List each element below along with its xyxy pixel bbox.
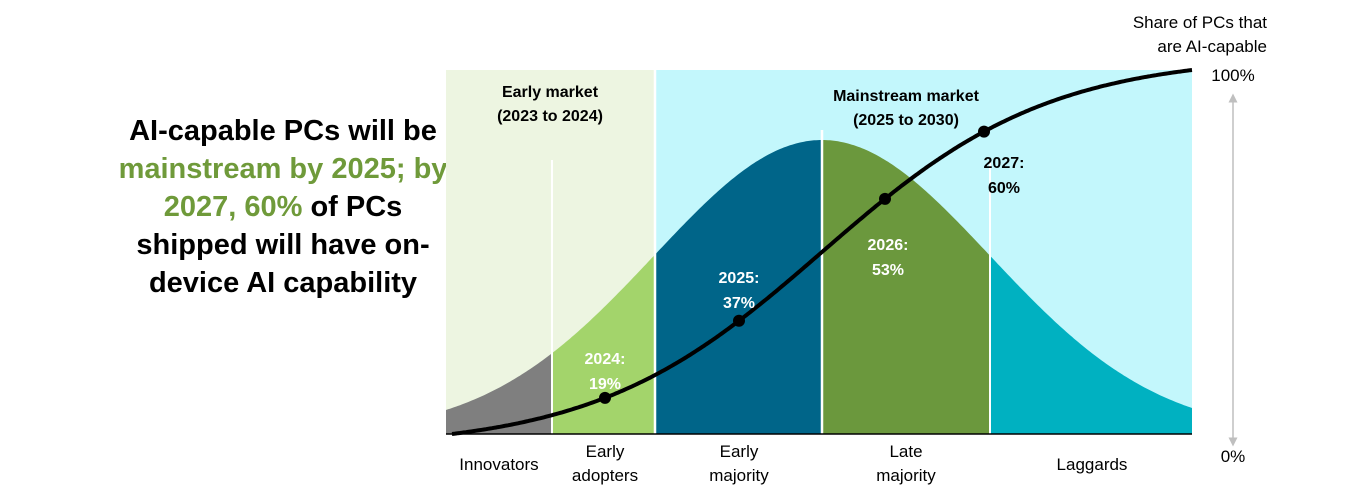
x-label-laggards: Laggards	[1057, 455, 1128, 474]
data-label-2026-year: 2026:	[868, 237, 909, 254]
y-axis-top-label: 100%	[1211, 66, 1254, 85]
data-point-2027	[978, 125, 990, 138]
data-label-2024-year: 2024:	[585, 351, 626, 368]
y-axis-bottom-label: 0%	[1221, 447, 1246, 466]
data-label-2026-value: 53%	[872, 262, 904, 279]
data-point-2025	[733, 314, 745, 327]
mainstream-market-years: (2025 to 2030)	[853, 112, 959, 129]
data-point-2026	[879, 192, 891, 205]
headline-part1: AI-capable PCs will be	[129, 115, 437, 147]
data-label-2027-year: 2027:	[984, 155, 1025, 172]
y-axis-title-line1: Share of PCs that	[1133, 13, 1267, 32]
early-market-years: (2023 to 2024)	[497, 108, 603, 125]
headline-highlight-mainstream: mainstream by 2025; by 2027,	[118, 153, 448, 223]
x-label-innovators: Innovators	[459, 455, 538, 474]
data-label-2027-value: 60%	[988, 180, 1020, 197]
x-label-late-majority-2: majority	[876, 466, 936, 485]
early-market-title: Early market	[502, 84, 599, 101]
headline: AI-capable PCs will be mainstream by 202…	[118, 112, 448, 302]
x-label-early-majority-1: Early	[720, 442, 759, 461]
headline-part3: of PCs shipped will have on-device AI ca…	[136, 191, 430, 299]
x-label-late-majority-1: Late	[889, 442, 922, 461]
adoption-s-curve	[451, 68, 1193, 436]
data-point-2024	[599, 391, 611, 404]
data-label-2024-value: 19%	[589, 376, 621, 393]
x-label-early-adopters-1: Early	[586, 442, 625, 461]
x-label-early-adopters-2: adopters	[572, 466, 638, 485]
data-label-2025-year: 2025:	[719, 270, 760, 287]
headline-highlight-60: 60%	[244, 191, 303, 223]
y-axis-title-line2: are AI-capable	[1157, 37, 1267, 56]
x-label-early-majority-2: majority	[709, 466, 769, 485]
data-label-2025-value: 37%	[723, 295, 755, 312]
mainstream-market-title: Mainstream market	[833, 88, 980, 105]
